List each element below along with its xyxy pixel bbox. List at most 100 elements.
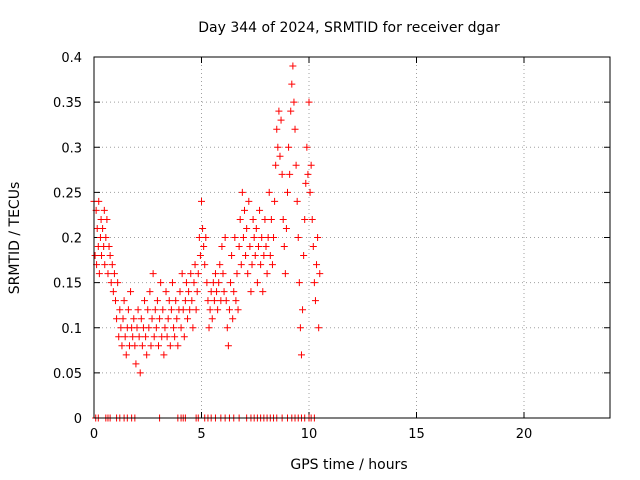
- data-point: [290, 98, 298, 106]
- data-point: [138, 342, 146, 350]
- x-tick-label: 10: [301, 427, 318, 442]
- data-point: [190, 279, 198, 287]
- data-point: [103, 215, 111, 223]
- data-point: [288, 80, 296, 88]
- data-point: [276, 152, 284, 160]
- data-point: [249, 215, 257, 223]
- data-point: [170, 324, 178, 332]
- data-point: [145, 324, 153, 332]
- data-point: [271, 197, 279, 205]
- data-point: [179, 306, 187, 314]
- data-point: [309, 243, 317, 251]
- data-point: [153, 297, 161, 305]
- data-point: [267, 215, 275, 223]
- y-tick-label: 0.3: [61, 141, 82, 156]
- data-point: [308, 215, 316, 223]
- data-point: [302, 179, 310, 187]
- data-point: [272, 161, 280, 169]
- data-point: [251, 252, 259, 260]
- data-point: [196, 252, 204, 260]
- data-point: [118, 342, 126, 350]
- data-point: [260, 252, 268, 260]
- data-point: [177, 324, 185, 332]
- data-point: [300, 252, 308, 260]
- data-point: [135, 333, 143, 341]
- y-tick-label: 0.25: [53, 186, 82, 201]
- data-point: [295, 279, 303, 287]
- x-axis-label: GPS time / hours: [290, 457, 407, 473]
- data-point: [198, 197, 205, 205]
- data-point: [234, 306, 242, 314]
- data-point: [181, 297, 189, 305]
- axis-ticks: [93, 56, 610, 419]
- plot-frame: [93, 56, 611, 419]
- x-tick-labels: 0 5 10 15 20: [90, 427, 532, 442]
- data-point: [194, 270, 202, 278]
- data-point: [285, 143, 293, 151]
- data-point: [301, 215, 309, 223]
- data-point: [164, 315, 172, 323]
- data-point: [216, 261, 224, 269]
- data-point: [131, 342, 139, 350]
- data-point: [143, 351, 151, 359]
- data-point: [98, 252, 106, 260]
- data-point: [108, 261, 116, 269]
- data-point: [277, 116, 285, 124]
- data-point: [299, 306, 307, 314]
- data-point: [230, 288, 238, 296]
- data-point: [185, 288, 193, 296]
- data-point: [101, 261, 109, 269]
- data-point: [220, 288, 228, 296]
- x-tick-label: 5: [197, 427, 205, 442]
- data-point: [184, 315, 192, 323]
- data-point: [141, 297, 149, 305]
- data-point: [307, 161, 315, 169]
- data-point: [136, 369, 144, 377]
- data-point: [238, 188, 246, 196]
- y-tick-label: 0.15: [53, 277, 82, 292]
- data-point: [208, 315, 216, 323]
- x-tick-label: 15: [408, 427, 425, 442]
- data-point: [305, 98, 313, 106]
- data-point: [279, 215, 287, 223]
- data-point: [119, 315, 127, 323]
- data-point: [219, 270, 227, 278]
- data-point: [182, 279, 190, 287]
- data-point: [187, 270, 195, 278]
- y-tick-label: 0.1: [61, 322, 82, 337]
- data-point: [250, 234, 258, 241]
- data-point: [162, 288, 170, 296]
- data-point: [289, 62, 297, 70]
- data-point: [262, 243, 270, 251]
- data-point: [144, 306, 152, 314]
- data-point: [192, 306, 200, 314]
- data-point: [294, 234, 302, 241]
- data-point: [157, 279, 165, 287]
- data-point: [199, 224, 207, 232]
- data-point: [225, 306, 233, 314]
- data-point: [284, 188, 291, 196]
- data-point: [160, 351, 168, 359]
- y-tick-labels: 0 0.05 0.1 0.15 0.2 0.25 0.3 0.35 0.4: [53, 51, 82, 427]
- data-point: [195, 234, 203, 241]
- x-tick-label: 0: [90, 427, 98, 442]
- data-point: [266, 252, 274, 260]
- data-point: [239, 234, 247, 241]
- data-point: [259, 288, 267, 296]
- data-point: [314, 234, 322, 241]
- y-axis-label: SRMTID / TECUs: [7, 182, 23, 295]
- y-tick-label: 0: [74, 412, 82, 427]
- data-point: [201, 261, 209, 269]
- data-point: [106, 252, 114, 260]
- data-point: [315, 324, 323, 332]
- data-point: [232, 297, 240, 305]
- data-point: [242, 252, 250, 260]
- data-point: [205, 324, 213, 332]
- data-point: [231, 234, 239, 241]
- data-point: [265, 188, 273, 196]
- data-point: [243, 224, 251, 232]
- chart-title: Day 344 of 2024, SRMTID for receiver dga…: [198, 20, 500, 36]
- data-point: [142, 333, 150, 341]
- y-tick-label: 0.2: [61, 232, 82, 247]
- data-point: [254, 243, 262, 251]
